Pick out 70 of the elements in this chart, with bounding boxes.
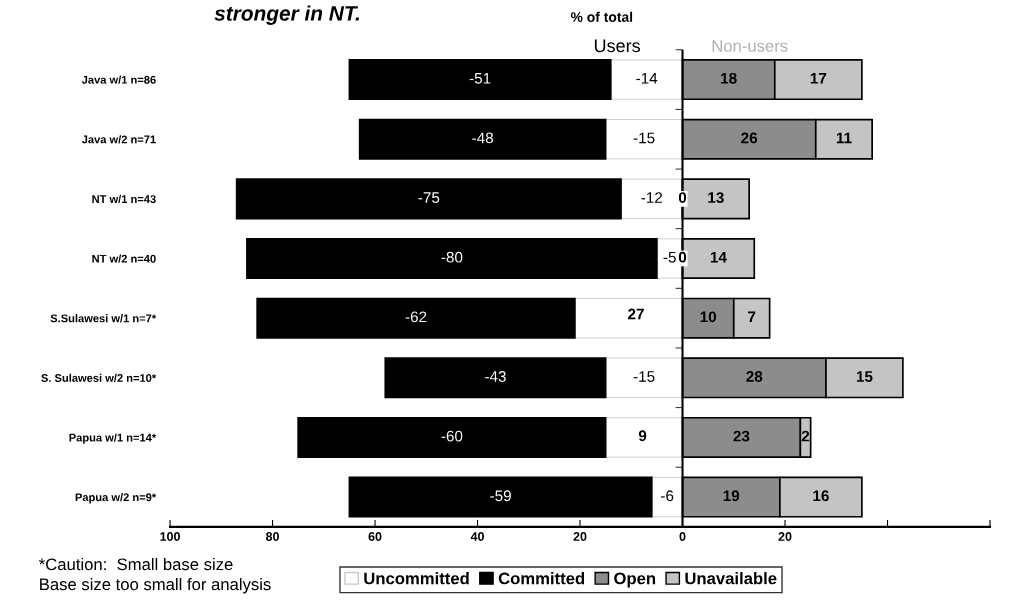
legend-label: Open — [614, 572, 656, 588]
annotation: 0 — [678, 192, 687, 203]
x-tick-label: 60 — [368, 532, 382, 541]
data-label: 14 — [710, 251, 727, 263]
bar — [348, 59, 612, 101]
bar — [610, 59, 683, 100]
data-label: 17 — [810, 73, 827, 84]
data-label: 13 — [708, 192, 724, 203]
data-label: 26 — [741, 132, 758, 144]
data-label: 7 — [748, 311, 756, 323]
x-tick-label: 20 — [573, 532, 587, 541]
text: *Caution: Small base size — [39, 557, 233, 571]
data-label: -6 — [661, 490, 674, 502]
data-label: 11 — [836, 132, 852, 144]
y-tick-label: Java w/2 n=71 — [81, 135, 156, 144]
data-label: -80 — [441, 251, 463, 263]
bar — [384, 357, 607, 399]
data-label: -15 — [633, 371, 655, 382]
data-label: 19 — [723, 490, 740, 502]
data-label: -48 — [472, 132, 494, 144]
legend-label: Committed — [498, 572, 585, 585]
data-label: -5 — [663, 251, 676, 263]
bar — [297, 416, 607, 458]
bar — [574, 298, 683, 339]
bar — [605, 357, 683, 398]
data-label: 23 — [733, 430, 750, 442]
bar — [605, 119, 683, 160]
bar — [605, 417, 683, 458]
y-tick-label: S.Sulawesi w/1 n=7* — [50, 314, 157, 323]
annotation: 0 — [678, 251, 687, 263]
data-label: 2 — [801, 430, 810, 442]
data-label: 16 — [813, 490, 829, 502]
x-tick-label: 100 — [160, 532, 180, 541]
legend-label: Unavailable — [685, 572, 777, 585]
data-label: 28 — [746, 371, 763, 382]
y-tick-label: Papua w/1 n=14* — [69, 433, 157, 444]
data-label: -51 — [469, 73, 491, 84]
annotation: 9 — [638, 430, 647, 442]
data-label: -75 — [418, 192, 440, 203]
bar — [348, 476, 653, 518]
y-tick-label: NT w/2 n=40 — [92, 254, 156, 263]
chart-title: stronger in NT. — [214, 5, 360, 25]
bar — [358, 118, 607, 160]
data-label: -43 — [485, 371, 506, 382]
annotation: Non-users — [712, 40, 788, 52]
data-label: 15 — [856, 371, 873, 382]
data-label: -59 — [490, 490, 511, 502]
y-tick-label: S. Sulawesi w/2 n=10* — [41, 373, 157, 383]
x-tick-label: 80 — [265, 532, 279, 541]
annotation: Users — [594, 39, 641, 53]
text: Base size too small for analysis — [40, 577, 271, 594]
x-tick-label: 0 — [679, 532, 686, 541]
x-tick-label: 20 — [778, 532, 792, 541]
data-label: -12 — [641, 192, 663, 203]
data-label: -62 — [405, 311, 427, 323]
data-label: -14 — [636, 73, 658, 84]
data-label: -15 — [633, 132, 655, 144]
data-label: -60 — [441, 430, 463, 442]
bar — [256, 297, 576, 339]
x-tick-label: 40 — [470, 532, 484, 541]
text: % of total — [570, 11, 633, 22]
bar — [235, 178, 622, 220]
legend-label: Uncommitted — [364, 572, 469, 585]
data-label: 18 — [721, 72, 737, 84]
y-tick-label: Java w/1 n=86 — [81, 75, 156, 84]
bar — [246, 237, 658, 280]
y-tick-label: Papua w/2 n=9* — [75, 493, 157, 504]
data-label: 10 — [700, 311, 717, 323]
y-tick-label: NT w/1 n=43 — [92, 194, 156, 204]
annotation: 27 — [628, 308, 644, 320]
